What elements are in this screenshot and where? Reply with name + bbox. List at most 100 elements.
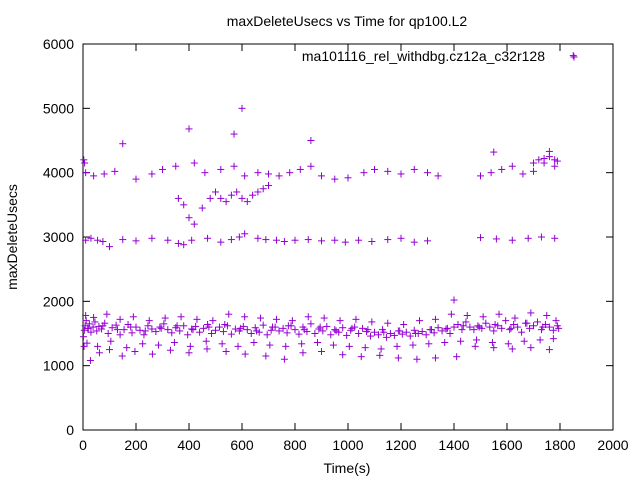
data-point bbox=[257, 314, 265, 322]
data-point bbox=[447, 310, 455, 318]
data-point bbox=[410, 165, 418, 173]
data-point bbox=[217, 165, 225, 173]
data-point bbox=[331, 175, 339, 183]
data-point bbox=[530, 167, 537, 175]
data-point bbox=[380, 328, 388, 336]
data-point bbox=[103, 310, 111, 318]
data-point bbox=[410, 326, 418, 334]
data-point bbox=[425, 340, 433, 348]
data-point bbox=[384, 319, 392, 327]
data-point bbox=[361, 344, 369, 352]
data-point bbox=[519, 170, 527, 178]
data-point bbox=[504, 340, 512, 348]
data-point bbox=[205, 323, 213, 331]
data-point bbox=[510, 320, 518, 328]
data-point bbox=[304, 313, 312, 321]
x-tick-label: 1000 bbox=[332, 437, 363, 453]
data-point bbox=[222, 348, 230, 356]
data-point bbox=[459, 322, 467, 330]
data-point bbox=[291, 236, 299, 244]
data-point bbox=[94, 236, 102, 244]
x-tick-label: 600 bbox=[230, 437, 254, 453]
data-point bbox=[364, 326, 372, 334]
y-tick-label: 6000 bbox=[43, 36, 74, 52]
data-point bbox=[396, 327, 404, 335]
data-point bbox=[227, 191, 235, 199]
data-point bbox=[100, 170, 108, 178]
data-point bbox=[243, 198, 251, 206]
data-point bbox=[87, 234, 95, 242]
data-point bbox=[190, 159, 198, 167]
data-point bbox=[490, 148, 498, 156]
data-point bbox=[267, 326, 275, 334]
data-point bbox=[316, 323, 324, 331]
data-point bbox=[555, 324, 563, 332]
data-point bbox=[327, 331, 335, 339]
data-point bbox=[188, 325, 196, 333]
data-point bbox=[112, 321, 120, 329]
data-point bbox=[530, 159, 537, 167]
data-point bbox=[471, 342, 479, 350]
data-point bbox=[222, 198, 230, 206]
data-point bbox=[520, 337, 528, 345]
data-point bbox=[397, 170, 405, 178]
data-point bbox=[80, 342, 88, 350]
data-point bbox=[275, 172, 283, 180]
data-point bbox=[523, 319, 531, 327]
data-point bbox=[286, 169, 294, 177]
legend-marker bbox=[570, 53, 578, 61]
data-point bbox=[237, 324, 245, 332]
data-point bbox=[144, 322, 152, 330]
data-point bbox=[318, 172, 325, 180]
data-point bbox=[412, 330, 420, 337]
data-point bbox=[83, 339, 91, 347]
data-point bbox=[193, 315, 201, 323]
data-point bbox=[438, 327, 446, 335]
data-point bbox=[458, 326, 466, 334]
data-point bbox=[93, 327, 101, 335]
x-tick-label: 2000 bbox=[597, 437, 628, 453]
data-point bbox=[136, 326, 144, 334]
data-points bbox=[80, 52, 577, 365]
data-point bbox=[202, 337, 210, 345]
data-point bbox=[318, 237, 325, 245]
data-point bbox=[400, 320, 408, 328]
data-point bbox=[272, 236, 280, 244]
y-tick-label: 4000 bbox=[43, 165, 74, 181]
data-point bbox=[148, 234, 156, 242]
data-point bbox=[427, 326, 435, 334]
data-point bbox=[131, 348, 139, 356]
data-point bbox=[336, 317, 344, 325]
data-point bbox=[355, 330, 363, 337]
data-point bbox=[225, 310, 233, 318]
data-point bbox=[265, 182, 272, 190]
data-point bbox=[441, 339, 449, 347]
data-point bbox=[477, 234, 484, 242]
data-point bbox=[82, 169, 90, 177]
data-point bbox=[127, 323, 135, 331]
legend-marker-plus bbox=[570, 53, 578, 61]
data-point bbox=[204, 234, 212, 242]
y-tick-label: 0 bbox=[66, 422, 74, 438]
data-point bbox=[221, 320, 229, 328]
data-point bbox=[569, 52, 577, 60]
data-point bbox=[166, 346, 174, 354]
data-point bbox=[129, 313, 137, 321]
data-point bbox=[90, 172, 98, 180]
data-point bbox=[172, 324, 180, 332]
x-tick-label: 200 bbox=[124, 437, 148, 453]
data-point bbox=[241, 230, 249, 238]
data-point bbox=[164, 326, 172, 334]
data-point bbox=[508, 236, 516, 244]
data-point bbox=[196, 328, 204, 336]
data-point bbox=[119, 236, 127, 244]
data-point bbox=[409, 341, 417, 349]
data-point bbox=[490, 327, 498, 335]
data-point bbox=[508, 345, 516, 353]
data-point bbox=[249, 191, 257, 199]
data-point bbox=[230, 162, 238, 170]
data-point bbox=[466, 323, 474, 331]
data-point bbox=[186, 342, 194, 350]
data-point bbox=[376, 351, 384, 359]
data-point bbox=[311, 330, 319, 337]
